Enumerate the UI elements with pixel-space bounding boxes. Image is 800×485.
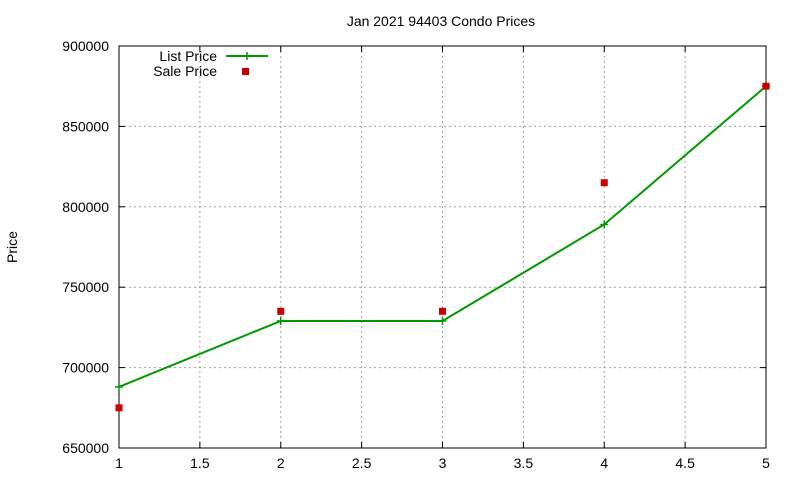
data-point-square [600, 179, 608, 187]
data-point-plus [438, 316, 447, 325]
grid [119, 46, 766, 448]
data-point-square [762, 82, 770, 90]
legend-label-list-price: List Price [159, 48, 217, 64]
data-point-plus [600, 220, 609, 229]
x-tick-label: 1.5 [190, 455, 210, 471]
axis-ticks [118, 45, 767, 449]
y-tick-label: 700000 [62, 360, 109, 376]
legend-marker-sale-price [242, 68, 249, 75]
x-tick-label: 3 [439, 455, 447, 471]
chart-title: Jan 2021 94403 Condo Prices [347, 13, 535, 29]
x-tick-label: 2.5 [352, 455, 372, 471]
x-tick-label: 4.5 [675, 455, 695, 471]
y-tick-label: 900000 [62, 38, 109, 54]
x-tick-label: 2 [277, 455, 285, 471]
x-tick-label: 1 [115, 455, 123, 471]
data-point-square [277, 307, 285, 315]
y-tick-label: 800000 [62, 199, 109, 215]
series-sale-price [115, 82, 770, 412]
tick-labels: 1 1.5 2 2.5 3 3.5 4 4.5 5 650000 700000 750000 80000… [62, 38, 770, 471]
x-tick-label: 3.5 [514, 455, 534, 471]
x-tick-label: 5 [762, 455, 770, 471]
x-tick-label: 4 [600, 455, 608, 471]
y-axis-label: Price [4, 231, 20, 263]
data-point-square [115, 404, 123, 412]
series [115, 82, 770, 412]
legend-label-sale-price: Sale Price [153, 63, 217, 79]
legend-marker-list-price [243, 52, 251, 60]
data-point-plus [276, 316, 285, 325]
y-tick-label: 650000 [62, 440, 109, 456]
y-tick-label: 850000 [62, 118, 109, 134]
data-point-plus [115, 382, 123, 391]
legend: List Price Sale Price [153, 48, 268, 79]
y-tick-label: 750000 [62, 279, 109, 295]
data-point-square [439, 307, 446, 315]
